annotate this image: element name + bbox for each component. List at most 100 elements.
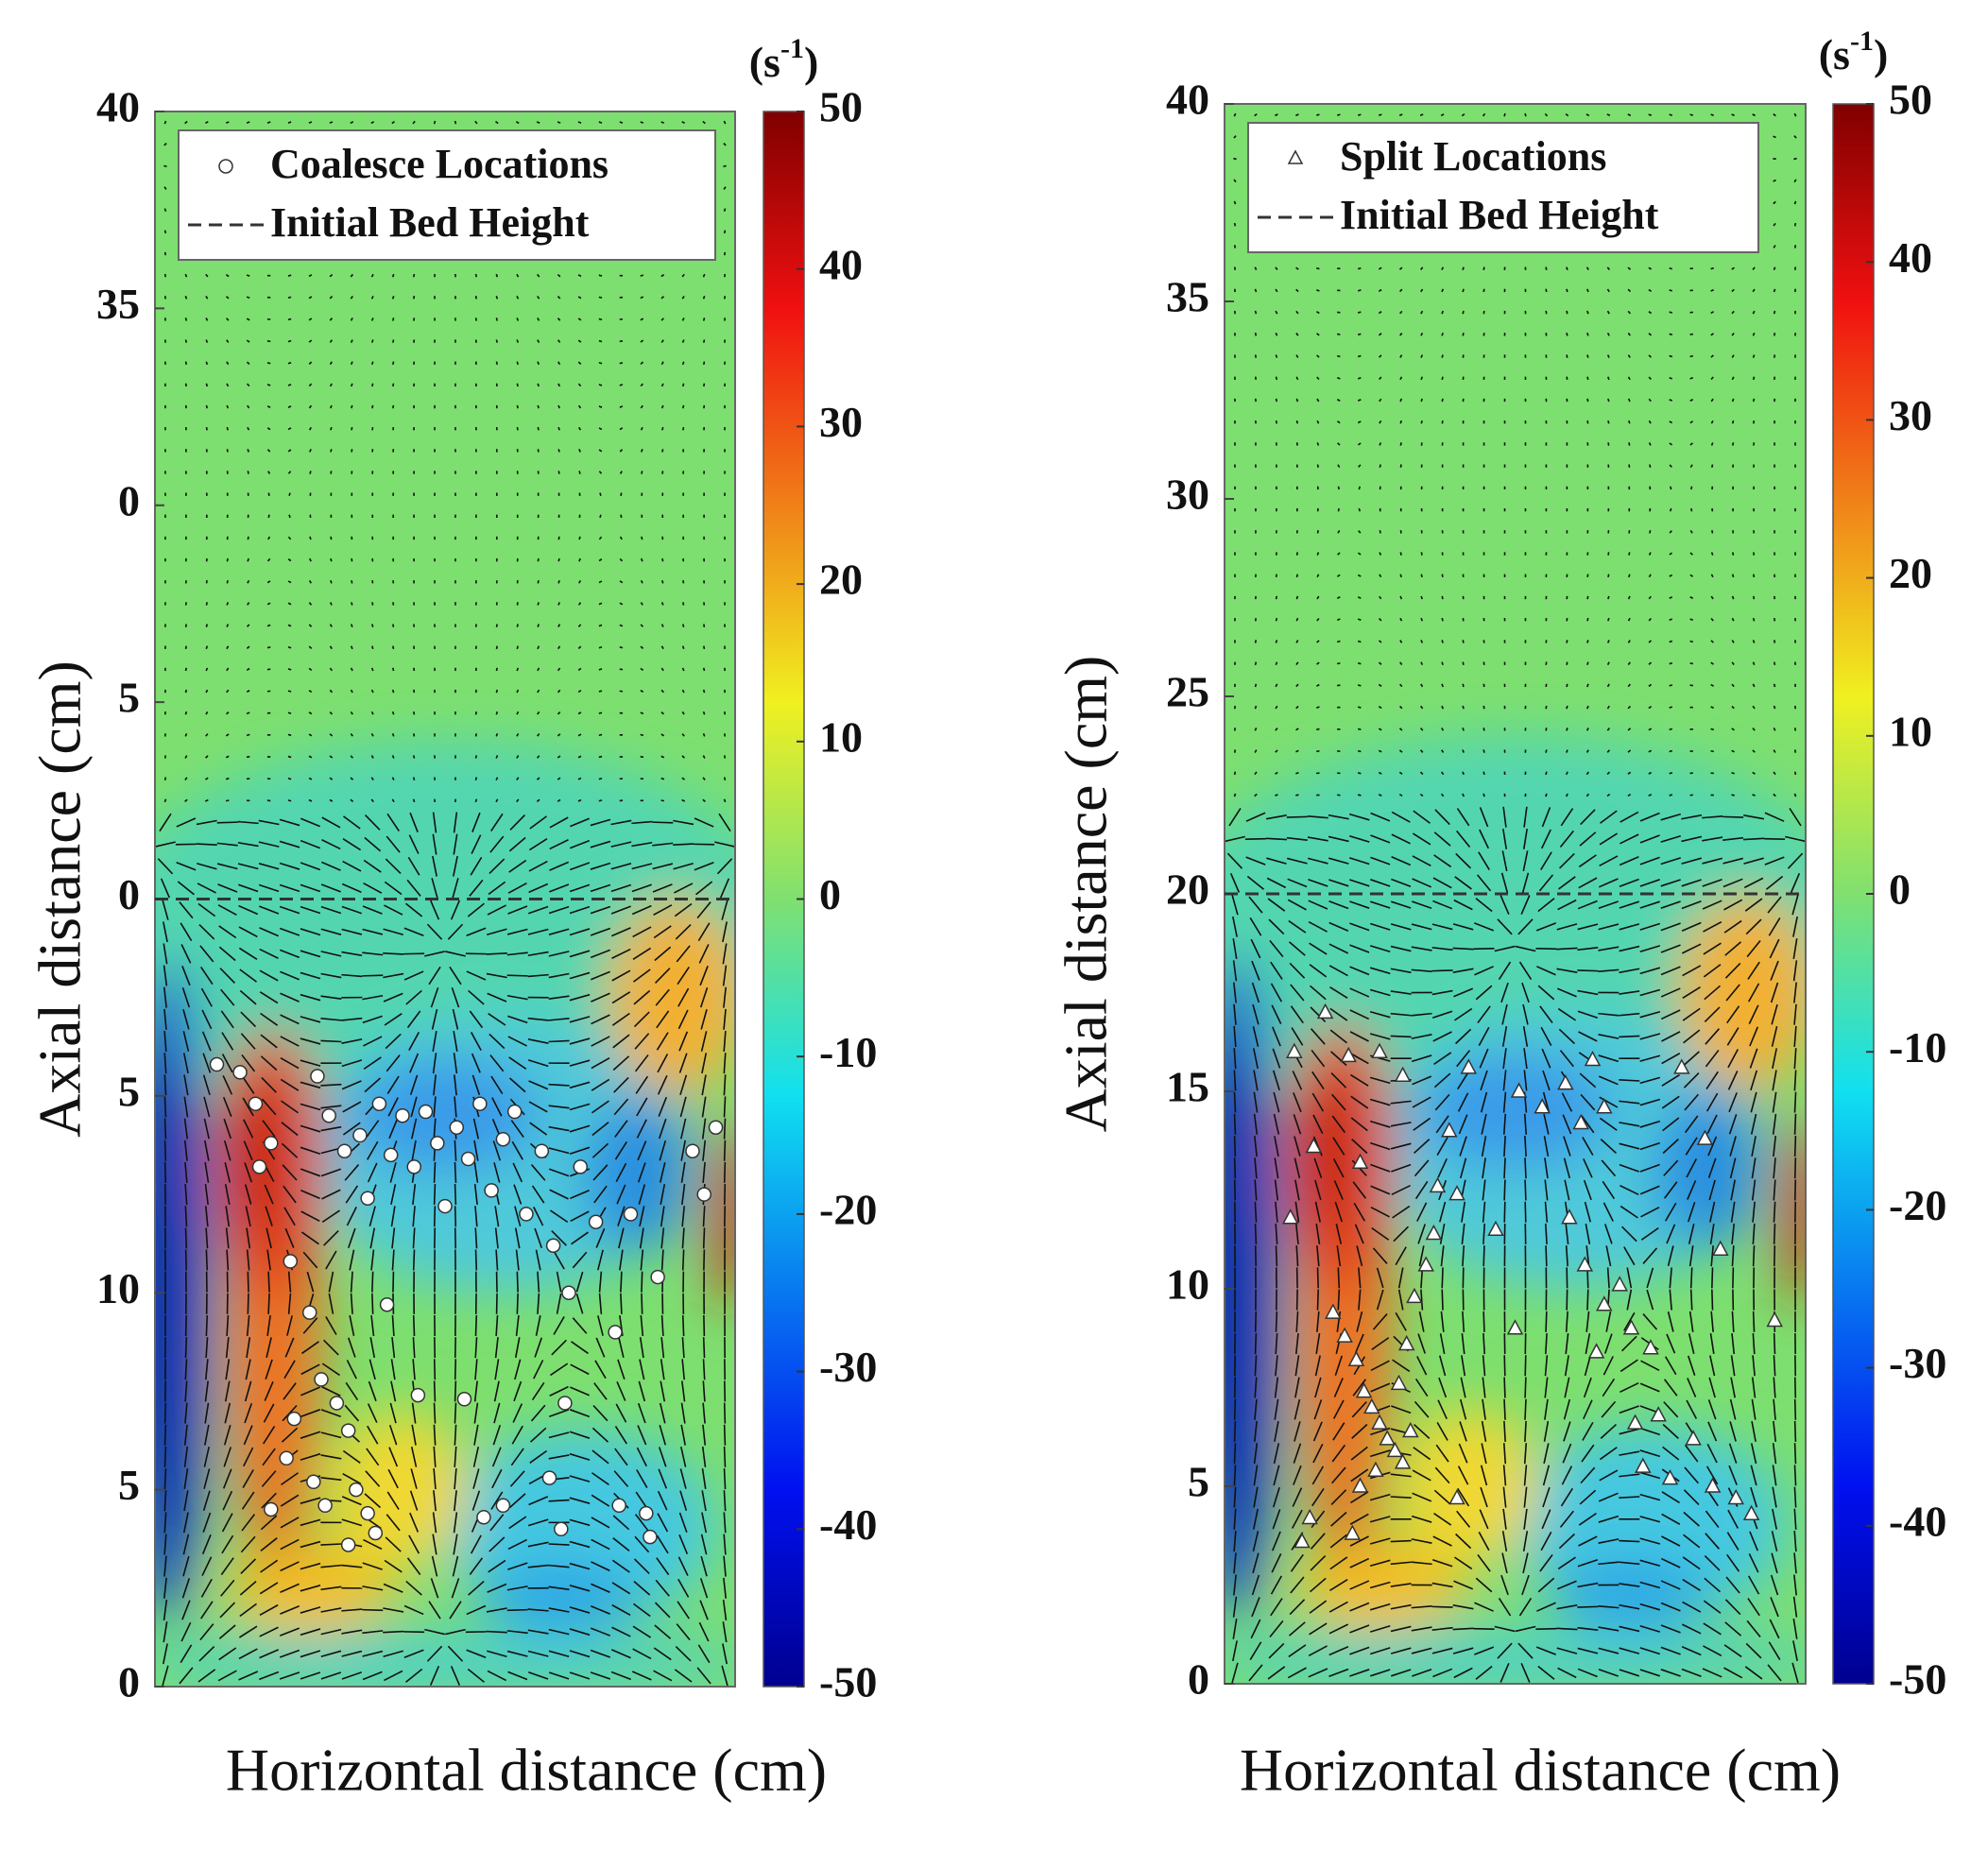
vector [1254,1333,1258,1355]
vector [1607,376,1610,381]
vector [260,1537,278,1551]
vector [1681,1623,1702,1635]
vector [694,862,714,871]
vector [1395,1246,1407,1266]
vector [1290,1553,1304,1572]
vector [1523,806,1528,828]
vector [1704,1577,1722,1593]
vector [412,1314,416,1337]
vector [424,951,445,957]
vector [412,755,416,759]
vector [591,1122,609,1137]
vector [1556,1627,1578,1631]
vector [1728,1443,1738,1464]
vector [308,404,313,409]
vector [1752,1201,1756,1223]
vector [537,1271,540,1293]
vector [447,1645,464,1662]
vector [201,1556,213,1576]
vector [1747,983,1760,1003]
vector [1619,1539,1640,1543]
vector [411,1402,417,1424]
vector [633,1558,650,1574]
vector [1689,1289,1693,1311]
vector [474,1206,478,1227]
vector [1544,1201,1549,1223]
vector [1648,266,1653,270]
vector [266,557,271,562]
vector [392,383,395,387]
vector [308,624,313,627]
vector [516,733,520,737]
vector [657,1054,669,1073]
vector [267,471,271,474]
vector [183,1424,188,1446]
vector [1770,1597,1779,1618]
vector [1585,705,1589,710]
vector [474,120,478,125]
vector [1724,1621,1742,1637]
marker [1425,1224,1443,1241]
vector [1545,749,1548,753]
vector [570,817,591,828]
vector [1418,1245,1425,1267]
vector [513,1184,523,1205]
marker [306,1474,321,1490]
vector [1371,1337,1390,1351]
vector [392,645,395,650]
vector [1437,1157,1448,1178]
vector [487,1650,507,1658]
vector [330,426,333,431]
vector [1648,728,1653,731]
vector [1728,1114,1738,1135]
vector [1309,985,1327,1001]
vector [1370,879,1391,887]
marker [519,1207,534,1222]
vector [246,624,250,627]
vector [330,449,333,453]
vector [1249,1641,1262,1660]
vector [403,1604,424,1616]
vector [1731,266,1735,270]
vector [1639,1163,1660,1173]
vector [181,965,191,986]
vector [1358,464,1362,468]
vector [1627,705,1632,710]
vector [1370,812,1391,822]
vector [432,1053,437,1074]
colorbar-tick-label: -10 [819,1028,877,1076]
vector [1598,1561,1620,1566]
vector [1432,1535,1452,1547]
vector [1435,1444,1449,1463]
vector [654,1602,671,1619]
vector [201,1534,212,1554]
vector [179,901,194,919]
vector [654,968,671,984]
vector [1747,961,1760,980]
vector [1316,749,1320,753]
vector [1639,1537,1661,1545]
vector [184,1227,188,1249]
vector [1328,1623,1349,1635]
vector [300,1386,320,1397]
legend-label: Initial Bed Height [1340,192,1659,238]
vector [1307,815,1328,819]
vector [1745,1642,1762,1659]
vector [1458,1443,1468,1464]
marker [1448,1185,1465,1201]
vector [220,988,235,1006]
vector [1602,1378,1616,1397]
vector [578,449,581,453]
vector [491,1447,502,1467]
vector [1349,1009,1370,1020]
marker [545,1238,561,1253]
vector [590,1649,611,1658]
vector [1370,856,1391,866]
vector [632,1648,652,1660]
y-tick-label: 35 [1166,273,1209,321]
vector [267,492,270,496]
vector [409,1512,420,1533]
colorbar-tick-label: 20 [819,556,863,604]
vector [657,1074,668,1095]
vector [383,992,403,1003]
